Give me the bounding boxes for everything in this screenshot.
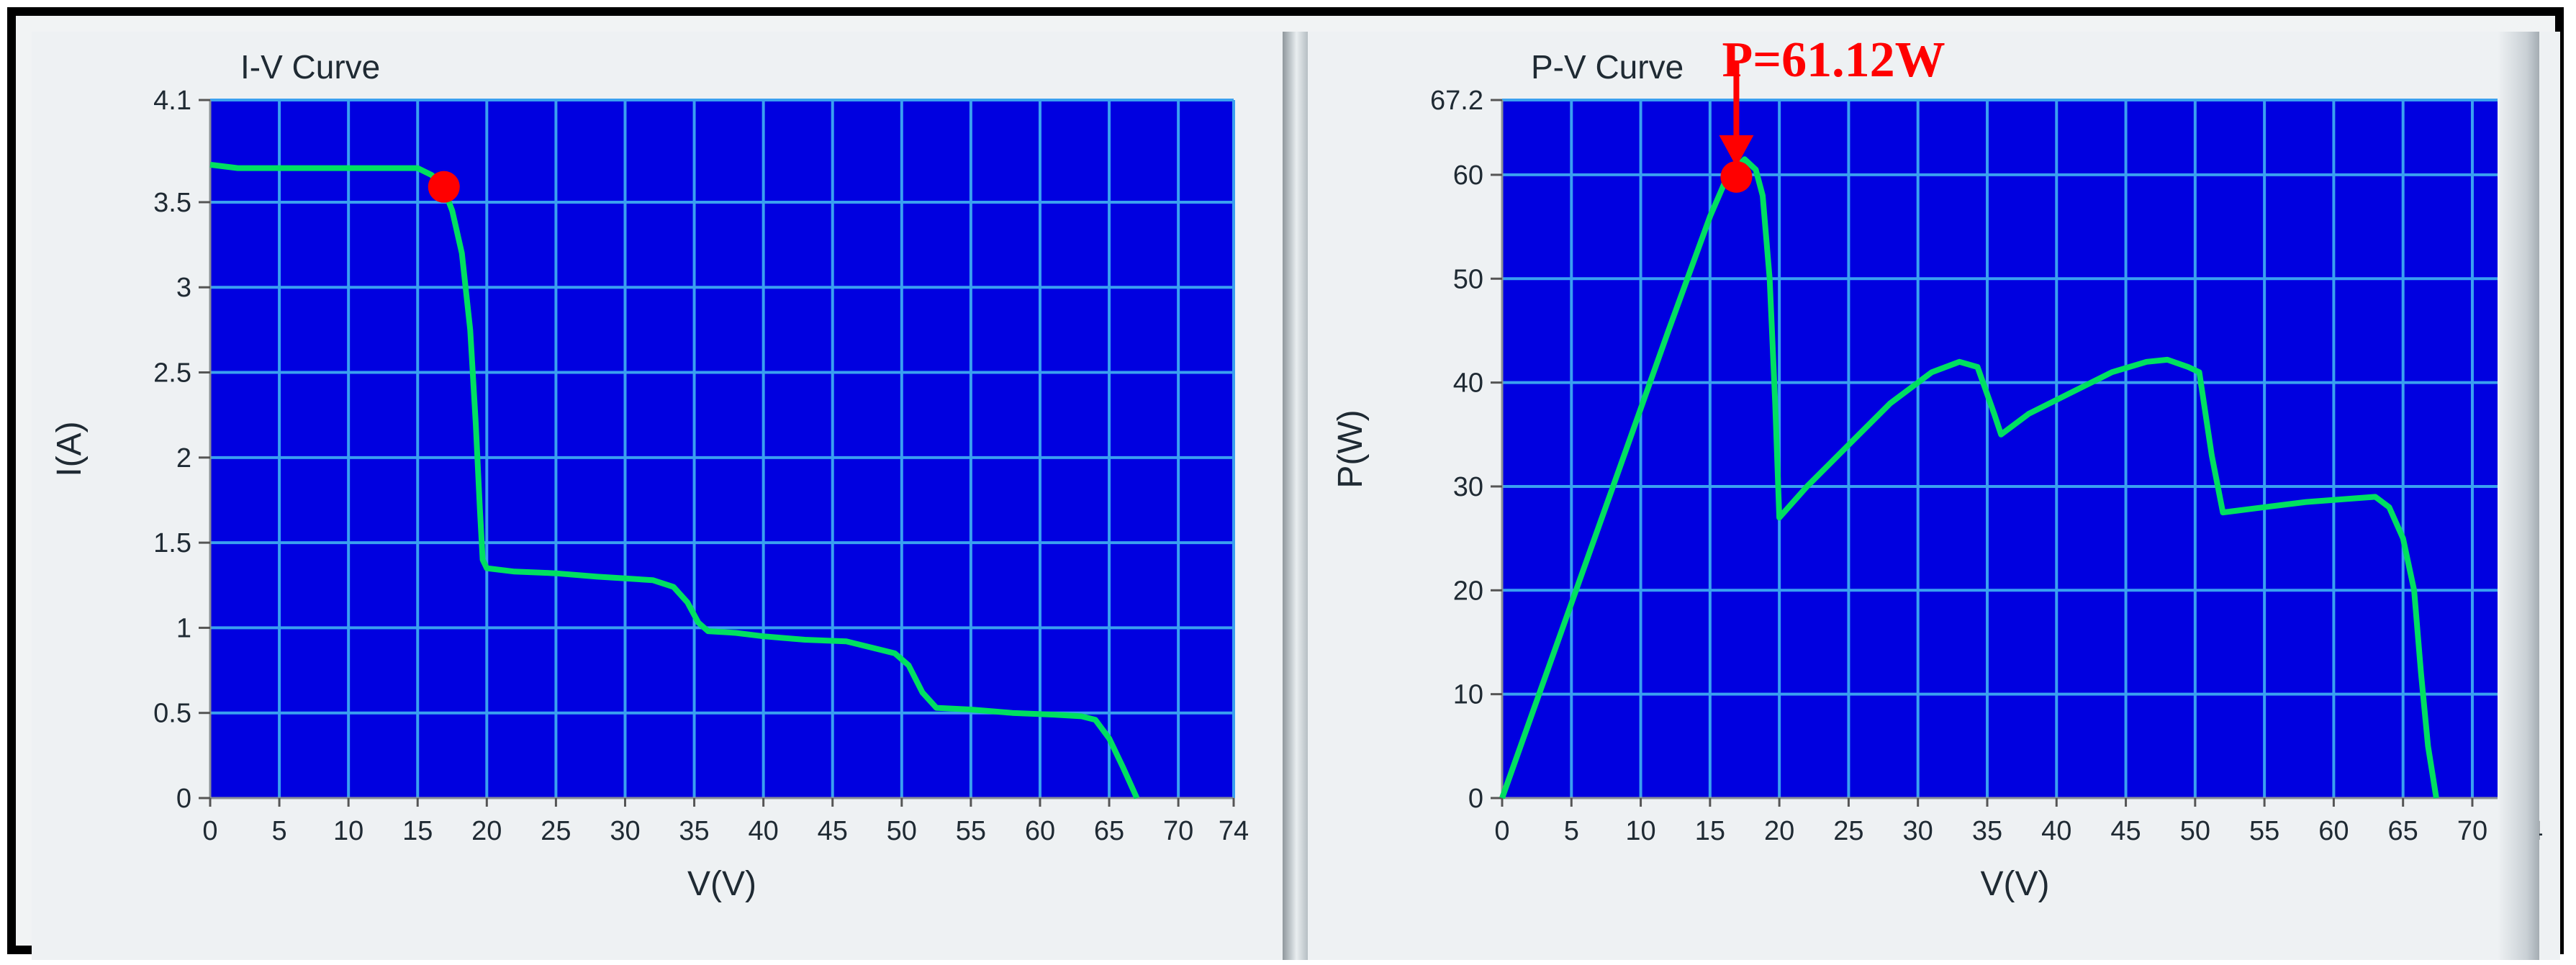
iv-panel: I-V Curve 0 5 10 15 20 25 30 35 40 45 50 55 60 65 70 74 0… bbox=[32, 32, 1284, 960]
max-power-point-marker bbox=[1720, 160, 1753, 193]
x-tick-label: 5 bbox=[272, 816, 287, 846]
y-tick-label: 0.5 bbox=[153, 699, 191, 729]
chart-title: P-V Curve bbox=[1531, 48, 1684, 86]
x-tick-label: 55 bbox=[956, 816, 986, 846]
x-tick-label: 40 bbox=[2041, 816, 2071, 846]
x-tick-label: 50 bbox=[2180, 816, 2210, 846]
x-tick-label: 65 bbox=[1094, 816, 1124, 846]
figure-frame: I-V Curve 0 5 10 15 20 25 30 35 40 45 50 55 60 65 70 74 0… bbox=[7, 7, 2564, 960]
x-axis-label: V(V) bbox=[687, 865, 756, 903]
x-tick-label: 30 bbox=[1903, 816, 1933, 846]
x-tick-label: 40 bbox=[749, 816, 779, 846]
plot-area bbox=[1502, 100, 2528, 798]
x-tick-label: 25 bbox=[1833, 816, 1863, 846]
x-tick-label: 10 bbox=[1625, 816, 1655, 846]
x-tick-label: 55 bbox=[2249, 816, 2279, 846]
x-tick-label: 5 bbox=[1564, 816, 1579, 846]
x-tick-label: 15 bbox=[1695, 816, 1725, 846]
x-tick-label: 20 bbox=[471, 816, 502, 846]
power-annotation: P=61.12W bbox=[1722, 32, 1945, 88]
y-tick-label: 60 bbox=[1453, 160, 1483, 191]
max-power-point-marker bbox=[428, 171, 460, 203]
x-tick-label: 45 bbox=[818, 816, 848, 846]
y-tick-label: 2.5 bbox=[153, 358, 191, 389]
x-tick-label: 60 bbox=[1025, 816, 1055, 846]
y-tick-label: 0 bbox=[1468, 784, 1483, 814]
x-tick-label: 0 bbox=[1494, 816, 1509, 846]
y-tick-label: 0 bbox=[176, 784, 191, 814]
y-tick-label: 4.1 bbox=[153, 86, 191, 116]
x-tick-label: 74 bbox=[1219, 816, 1249, 846]
annotation-arrow-head bbox=[1719, 135, 1754, 167]
plot-area bbox=[210, 100, 1234, 798]
panel-divider bbox=[1283, 32, 1308, 960]
x-tick-label: 70 bbox=[2457, 816, 2487, 846]
x-tick-label: 65 bbox=[2388, 816, 2418, 846]
x-tick-label: 45 bbox=[2110, 816, 2141, 846]
y-tick-label: 1 bbox=[176, 613, 191, 643]
y-tick-label: 50 bbox=[1453, 264, 1483, 294]
x-axis-label: V(V) bbox=[1981, 865, 2050, 903]
y-tick-label: 3.5 bbox=[153, 188, 191, 218]
pv-chart-svg: P-V Curve0510152025303540455055606570740… bbox=[1332, 32, 2543, 903]
x-tick-label: 35 bbox=[1972, 816, 2002, 846]
x-tick-label: 60 bbox=[2318, 816, 2349, 846]
x-tick-label: 10 bbox=[333, 816, 363, 846]
x-tick-label: 35 bbox=[679, 816, 709, 846]
x-tick-label: 50 bbox=[887, 816, 917, 846]
x-tick-label: 70 bbox=[1163, 816, 1193, 846]
right-edge-shade bbox=[2498, 32, 2539, 960]
x-tick-label: 30 bbox=[610, 816, 640, 846]
y-tick-label: 1.5 bbox=[153, 528, 191, 558]
y-tick-label: 40 bbox=[1453, 368, 1483, 399]
x-tick-label: 0 bbox=[202, 816, 217, 846]
y-tick-label: 2 bbox=[176, 443, 191, 474]
x-tick-label: 15 bbox=[402, 816, 433, 846]
y-tick-label: 67.2 bbox=[1430, 86, 1483, 116]
y-tick-label: 20 bbox=[1453, 576, 1483, 606]
x-tick-label: 25 bbox=[541, 816, 571, 846]
y-axis-label: I(A) bbox=[50, 421, 89, 476]
y-axis-label: P(W) bbox=[1332, 409, 1370, 488]
y-tick-label: 30 bbox=[1453, 472, 1483, 502]
y-tick-label: 3 bbox=[176, 273, 191, 303]
series-line bbox=[1499, 156, 2439, 799]
x-tick-label: 20 bbox=[1764, 816, 1794, 846]
pv-panel: P-V Curve0510152025303540455055606570740… bbox=[1308, 32, 2560, 960]
y-tick-label: 10 bbox=[1453, 680, 1483, 710]
chart-title: I-V Curve bbox=[240, 48, 380, 86]
